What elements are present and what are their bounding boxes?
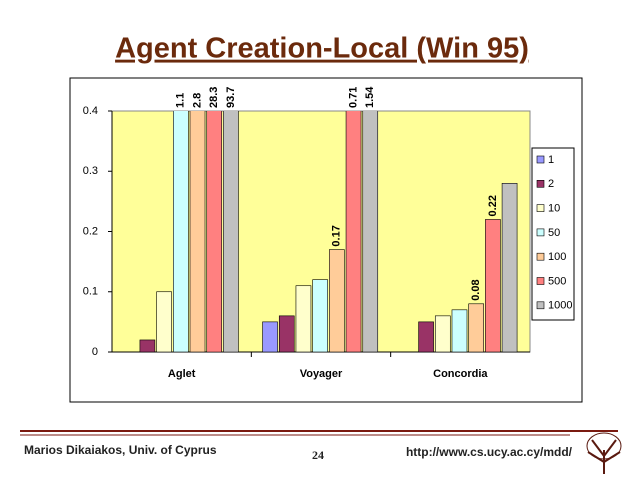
y-tick-label: 0.1 xyxy=(83,286,98,298)
legend-label: 500 xyxy=(548,275,566,287)
data-label: 0.17 xyxy=(331,225,343,246)
legend-label: 1000 xyxy=(548,300,572,312)
bar xyxy=(156,291,172,352)
bar xyxy=(278,315,295,352)
data-label: 2.8 xyxy=(191,93,203,108)
footer-author: Marios Dikaiakos, Univ. of Cyprus xyxy=(24,443,217,457)
legend-swatch xyxy=(536,252,545,261)
page-number: 24 xyxy=(312,448,324,462)
legend-label: 1 xyxy=(548,154,554,166)
slide-title: Agent Creation-Local (Win 95) xyxy=(115,33,529,65)
bar xyxy=(139,339,156,352)
x-tick-label: Voyager xyxy=(300,368,343,380)
bar xyxy=(173,111,189,352)
data-label: 1.54 xyxy=(364,86,376,108)
data-label: 1.1 xyxy=(175,93,187,108)
bar xyxy=(312,279,328,352)
y-tick-label: 0.3 xyxy=(83,165,98,177)
legend-label: 10 xyxy=(548,203,560,215)
bar xyxy=(501,183,518,352)
y-tick-label: 0 xyxy=(92,346,98,358)
bars xyxy=(139,111,518,352)
x-tick-label: Concordia xyxy=(433,368,488,380)
bar xyxy=(434,315,451,352)
y-tick-label: 0.2 xyxy=(83,225,98,237)
bar xyxy=(206,111,223,352)
bar xyxy=(485,219,501,352)
data-label: 0.22 xyxy=(487,195,499,216)
bar xyxy=(468,303,484,352)
x-tick-label: Aglet xyxy=(168,368,196,380)
logo xyxy=(586,432,622,474)
bar xyxy=(189,111,206,352)
legend-swatch xyxy=(536,228,545,237)
data-label: 0.08 xyxy=(470,279,482,300)
legend-swatch xyxy=(536,301,545,310)
data-label: 28.3 xyxy=(208,87,220,108)
legend-label: 50 xyxy=(548,227,560,239)
legend-swatch xyxy=(536,155,545,164)
legend-swatch xyxy=(536,277,545,285)
bar xyxy=(418,321,434,352)
footer-url: http://www.cs.ucy.ac.cy/mdd/ xyxy=(406,445,573,459)
bar xyxy=(295,285,312,352)
legend-label: 100 xyxy=(548,251,566,263)
legend-label: 2 xyxy=(548,178,554,190)
bar xyxy=(262,321,278,352)
data-label: 93.7 xyxy=(225,87,237,108)
bar xyxy=(223,111,239,352)
y-tick-label: 0.4 xyxy=(83,105,98,117)
bar xyxy=(451,309,468,352)
legend-swatch xyxy=(536,204,545,212)
data-label: 0.71 xyxy=(347,87,359,108)
bar xyxy=(362,111,379,352)
bar xyxy=(345,111,362,352)
legend-swatch xyxy=(536,180,545,188)
bar xyxy=(329,249,345,352)
